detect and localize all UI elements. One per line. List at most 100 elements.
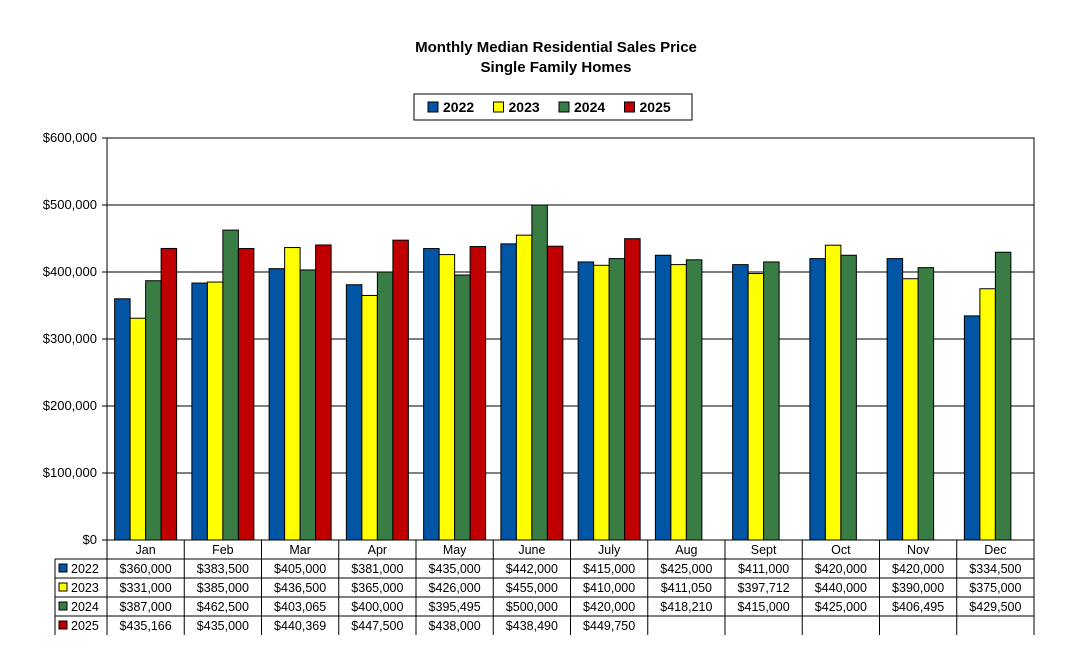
legend-label: 2022 bbox=[443, 99, 474, 115]
x-tick-label: June bbox=[518, 543, 545, 557]
bar bbox=[206, 281, 224, 541]
table-cell: $447,500 bbox=[351, 619, 403, 633]
table-cell: $360,000 bbox=[120, 562, 172, 576]
bar bbox=[886, 258, 904, 541]
table-row-label: 2023 bbox=[71, 581, 99, 595]
legend-swatch bbox=[427, 101, 439, 113]
bar bbox=[500, 243, 517, 541]
y-tick-label: $500,000 bbox=[43, 197, 97, 212]
table-cell: $406,495 bbox=[892, 600, 944, 614]
table-cell: $462,500 bbox=[197, 600, 249, 614]
x-tick-label: Mar bbox=[289, 543, 311, 557]
table-cell: $500,000 bbox=[506, 600, 558, 614]
table-row-label: 2024 bbox=[71, 600, 99, 614]
bar bbox=[763, 261, 780, 541]
table-cell: $387,000 bbox=[120, 600, 172, 614]
bar bbox=[546, 245, 564, 541]
x-tick-label: Apr bbox=[368, 543, 387, 557]
x-tick-label: Oct bbox=[831, 543, 851, 557]
table-cell: $455,000 bbox=[506, 581, 558, 595]
table-cell: $435,166 bbox=[120, 619, 172, 633]
data-table: Jan Feb Mar Apr May June July Aug Sept Oct Nov Dec 2… bbox=[54, 539, 1035, 635]
table-cell: $400,000 bbox=[351, 600, 403, 614]
y-tick-label: $100,000 bbox=[43, 465, 97, 480]
bar bbox=[732, 264, 749, 541]
bar bbox=[840, 254, 857, 541]
y-tick-label: $300,000 bbox=[43, 331, 97, 346]
table-cell: $449,750 bbox=[583, 619, 635, 633]
bar bbox=[345, 284, 363, 541]
bar bbox=[824, 244, 842, 541]
x-tick-label: Sept bbox=[751, 543, 777, 557]
bar bbox=[376, 271, 394, 541]
bar bbox=[963, 315, 981, 541]
bar bbox=[979, 288, 996, 541]
table-legend-swatch bbox=[58, 582, 68, 592]
table-cell: $418,210 bbox=[660, 600, 712, 614]
table-cell: $435,000 bbox=[197, 619, 249, 633]
table-cell: $426,000 bbox=[429, 581, 481, 595]
table-row-label: 2025 bbox=[71, 619, 99, 633]
table-legend-swatch bbox=[58, 601, 68, 611]
bar bbox=[315, 244, 332, 541]
table-cell: $390,000 bbox=[892, 581, 944, 595]
bar bbox=[114, 298, 131, 541]
x-tick-label: July bbox=[598, 543, 621, 557]
table-cell: $365,000 bbox=[351, 581, 403, 595]
bar bbox=[361, 294, 378, 541]
y-tick-label: $400,000 bbox=[43, 264, 97, 279]
y-tick-label: $0 bbox=[83, 532, 97, 547]
table-cell: $436,500 bbox=[274, 581, 326, 595]
table-cell: $385,000 bbox=[197, 581, 249, 595]
bar bbox=[608, 258, 626, 541]
table-cell: $425,000 bbox=[660, 562, 712, 576]
bar bbox=[392, 239, 409, 541]
bar bbox=[423, 248, 440, 541]
bar bbox=[654, 254, 672, 541]
table-cell: $331,000 bbox=[120, 581, 172, 595]
table-row-label: 2022 bbox=[71, 562, 99, 576]
x-tick-label: Aug bbox=[675, 543, 697, 557]
bar bbox=[438, 254, 456, 541]
x-tick-label: Dec bbox=[984, 543, 1006, 557]
plot-area: $0 $100,000 $200,000 $300,000 $400,000 $500,0… bbox=[43, 130, 1035, 547]
table-legend-swatch bbox=[58, 620, 68, 630]
legend-label: 2024 bbox=[574, 99, 605, 115]
bar bbox=[685, 259, 703, 541]
bar bbox=[902, 278, 919, 541]
table-cell: $415,000 bbox=[583, 562, 635, 576]
table-legend-swatch bbox=[58, 563, 68, 573]
y-tick-label: $200,000 bbox=[43, 398, 97, 413]
bar bbox=[299, 269, 317, 541]
legend-swatch bbox=[558, 101, 570, 113]
bar bbox=[268, 268, 286, 541]
chart-subtitle: Single Family Homes bbox=[481, 59, 632, 76]
table-cell: $410,000 bbox=[583, 581, 635, 595]
bar bbox=[670, 264, 687, 541]
legend-swatch bbox=[493, 101, 504, 113]
bar bbox=[469, 246, 487, 541]
table-cell: $438,000 bbox=[429, 619, 481, 633]
table-cell: $440,000 bbox=[815, 581, 867, 595]
bar bbox=[917, 267, 935, 541]
table-cell: $429,500 bbox=[969, 600, 1021, 614]
table-cell: $381,000 bbox=[351, 562, 403, 576]
x-tick-label: Nov bbox=[907, 543, 930, 557]
bar bbox=[237, 248, 255, 541]
bar bbox=[809, 258, 826, 541]
table-cell: $438,490 bbox=[506, 619, 558, 633]
table-cell: $403,065 bbox=[274, 600, 326, 614]
bar bbox=[747, 273, 765, 541]
table-cell: $442,000 bbox=[506, 562, 558, 576]
table-cell: $375,000 bbox=[969, 581, 1021, 595]
bar bbox=[531, 204, 548, 541]
chart-title: Monthly Median Residential Sales Price bbox=[415, 39, 697, 56]
legend-swatch bbox=[624, 101, 635, 113]
legend: 2022 2023 2024 2025 bbox=[413, 93, 693, 121]
bar bbox=[145, 280, 162, 541]
table-cell: $395,495 bbox=[429, 600, 481, 614]
x-tick-label: Jan bbox=[136, 543, 156, 557]
bar bbox=[593, 264, 610, 541]
bar bbox=[222, 229, 239, 541]
